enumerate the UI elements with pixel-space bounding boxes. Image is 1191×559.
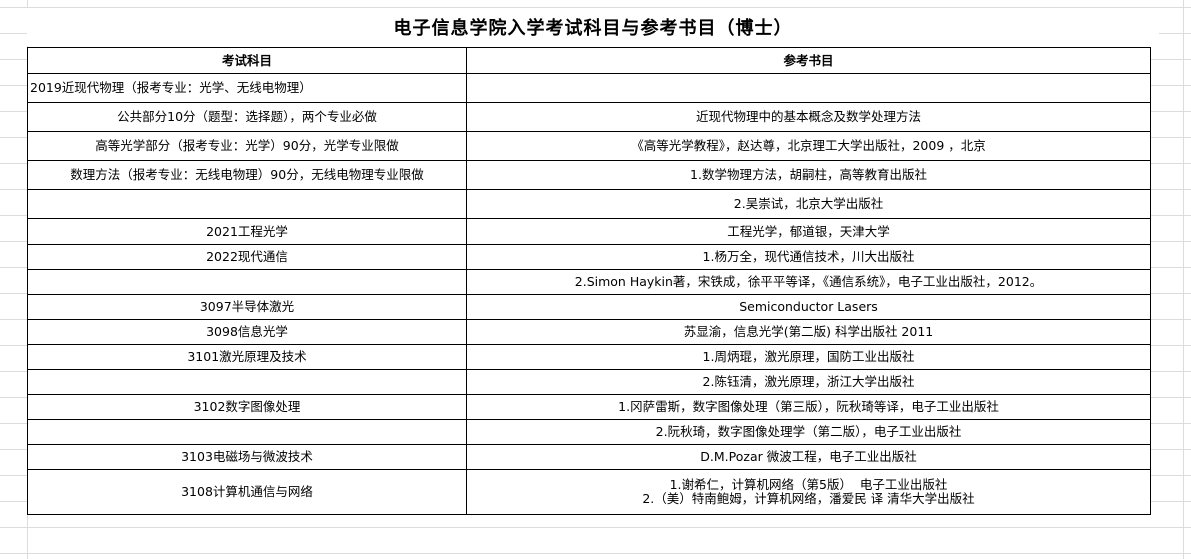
books-cell[interactable]: 近现代物理中的基本概念及数学处理方法 (466, 102, 1151, 132)
table-row: 高等光学部分（报考专业：光学）90分，光学专业限做 《高等光学教程》，赵达尊，北京… (27, 131, 1151, 161)
books-cell[interactable]: 1.数学物理方法，胡嗣柱，高等教育出版社 (466, 160, 1151, 190)
subject-cell[interactable]: 3108计算机通信与网络 (27, 469, 467, 515)
subject-cell[interactable]: 3098信息光学 (27, 319, 467, 345)
books-cell[interactable]: 1.冈萨雷斯，数字图像处理（第三版），阮秋琦等译，电子工业出版社 (466, 394, 1151, 420)
table-row: 2.吴崇试，北京大学出版社 (27, 189, 1151, 219)
subject-cell[interactable]: 3103电磁场与微波技术 (27, 444, 467, 470)
books-cell[interactable]: 2.Simon Haykin著，宋铁成，徐平平等译，《通信系统》，电子工业出版社… (466, 269, 1151, 295)
subject-cell[interactable]: 高等光学部分（报考专业：光学）90分，光学专业限做 (27, 131, 467, 161)
table-row: 3098信息光学 苏显渝，信息光学(第二版) 科学出版社 2011 (27, 319, 1151, 345)
header-subject[interactable]: 考试科目 (27, 47, 467, 74)
books-cell[interactable]: 《高等光学教程》，赵达尊，北京理工大学出版社，2009 ，北京 (466, 131, 1151, 161)
subject-cell[interactable] (27, 189, 467, 219)
subject-cell[interactable] (27, 369, 467, 395)
subject-cell[interactable]: 3101激光原理及技术 (27, 344, 467, 370)
table-row: 3101激光原理及技术 1.周炳琨，激光原理，国防工业出版社 (27, 344, 1151, 370)
table-row: 2.陈钰清，激光原理，浙江大学出版社 (27, 369, 1151, 395)
subject-cell[interactable]: 数理方法（报考专业：无线电物理）90分，无线电物理专业限做 (27, 160, 467, 190)
table-row: 2021工程光学 工程光学，郁道银，天津大学 (27, 218, 1151, 245)
table-row: 2019近现代物理（报考专业：光学、无线电物理） (27, 73, 1151, 103)
books-cell[interactable]: 工程光学，郁道银，天津大学 (466, 218, 1151, 245)
table-row: 3108计算机通信与网络 1.谢希仁，计算机网络（第5版） 电子工业出版社 2.（美… (27, 469, 1151, 515)
books-cell[interactable]: 1.谢希仁，计算机网络（第5版） 电子工业出版社 2.（美）特南鲍姆，计算机网络，… (466, 469, 1151, 515)
table-row: 3102数字图像处理 1.冈萨雷斯，数字图像处理（第三版），阮秋琦等译，电子工业出… (27, 394, 1151, 420)
books-cell[interactable]: 2.吴崇试，北京大学出版社 (466, 189, 1151, 219)
table-row: 3097半导体激光 Semiconductor Lasers (27, 294, 1151, 320)
books-cell[interactable]: D.M.Pozar 微波工程，电子工业出版社 (466, 444, 1151, 470)
books-line: 2.（美）特南鲍姆，计算机网络，潘爱民 译 清华大学出版社 (642, 491, 975, 506)
table-row: 公共部分10分（题型：选择题），两个专业必做 近现代物理中的基本概念及数学处理方法 (27, 102, 1151, 132)
table-row: 2022现代通信 1.杨万全，现代通信技术，川大出版社 (27, 244, 1151, 270)
table-row: 2.阮秋琦，数字图像处理学（第二版），电子工业出版社 (27, 419, 1151, 445)
books-cell[interactable]: 2.阮秋琦，数字图像处理学（第二版），电子工业出版社 (466, 419, 1151, 445)
header-books[interactable]: 参考书目 (466, 47, 1151, 74)
subject-cell[interactable] (27, 269, 467, 295)
books-cell[interactable]: 1.周炳琨，激光原理，国防工业出版社 (466, 344, 1151, 370)
subject-cell[interactable]: 3102数字图像处理 (27, 394, 467, 420)
subject-cell[interactable]: 2019近现代物理（报考专业：光学、无线电物理） (27, 73, 467, 103)
books-cell[interactable]: 苏显渝，信息光学(第二版) 科学出版社 2011 (466, 319, 1151, 345)
column-gridline (1183, 0, 1184, 559)
books-line: 1.谢希仁，计算机网络（第5版） 电子工业出版社 (669, 477, 948, 492)
subject-cell[interactable]: 3097半导体激光 (27, 294, 467, 320)
books-cell[interactable]: 1.杨万全，现代通信技术，川大出版社 (466, 244, 1151, 270)
books-cell[interactable]: Semiconductor Lasers (466, 294, 1151, 320)
table-row: 2.Simon Haykin著，宋铁成，徐平平等译，《通信系统》，电子工业出版社… (27, 269, 1151, 295)
books-cell[interactable] (466, 73, 1151, 103)
header-row: 考试科目 参考书目 (27, 47, 1151, 74)
sheet-title[interactable]: 电子信息学院入学考试科目与参考书目（博士） (27, 8, 1159, 46)
subject-cell[interactable]: 公共部分10分（题型：选择题），两个专业必做 (27, 102, 467, 132)
books-cell[interactable]: 2.陈钰清，激光原理，浙江大学出版社 (466, 369, 1151, 395)
subject-cell[interactable]: 2022现代通信 (27, 244, 467, 270)
exam-table: 考试科目 参考书目 2019近现代物理（报考专业：光学、无线电物理） 公共部分10… (27, 47, 1151, 515)
table-row: 3103电磁场与微波技术 D.M.Pozar 微波工程，电子工业出版社 (27, 444, 1151, 470)
subject-cell[interactable]: 2021工程光学 (27, 218, 467, 245)
subject-cell[interactable] (27, 419, 467, 445)
table-row: 数理方法（报考专业：无线电物理）90分，无线电物理专业限做 1.数学物理方法，胡嗣… (27, 160, 1151, 190)
